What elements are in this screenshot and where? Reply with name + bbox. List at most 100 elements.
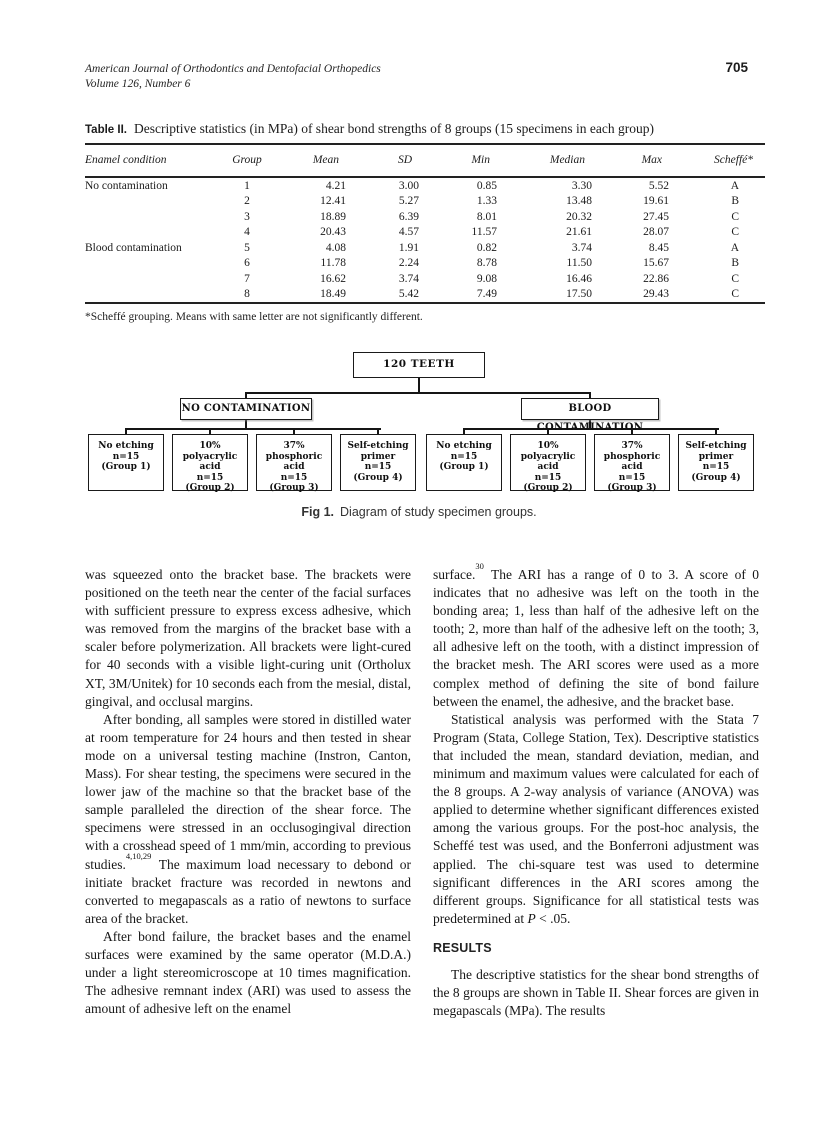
cell-scheffe: C: [731, 210, 739, 223]
diagram-box-line: 10% polyacrylic: [520, 441, 576, 462]
cell-scheffe: A: [730, 179, 739, 192]
cell-group: 4: [244, 226, 250, 239]
column-header: Median: [549, 154, 585, 166]
page-number: 705: [725, 60, 748, 75]
cell-min: 7.49: [476, 288, 497, 301]
diagram-box-line: No etching: [98, 441, 154, 451]
column-header: Min: [471, 154, 490, 166]
cell-mean: 4.08: [325, 241, 346, 254]
cell-condition: [85, 225, 203, 241]
connector-line: [209, 430, 211, 434]
diagram-group-box: 10% polyacrylic acid n=15 (Group 2): [510, 434, 586, 493]
cell-condition: No contamination: [85, 179, 168, 192]
cell-condition: [85, 194, 203, 210]
column-header: Enamel condition: [85, 154, 167, 166]
cell-scheffe: C: [731, 226, 739, 239]
cell-max: 15.67: [643, 257, 669, 270]
cell-min: 0.85: [476, 179, 497, 192]
diagram-box-line: primer: [360, 451, 396, 462]
table-caption-text: Descriptive statistics (in MPa) of shear…: [133, 121, 654, 136]
results-heading: RESULTS: [433, 940, 492, 955]
cell-scheffe: B: [731, 195, 739, 208]
cell-median: 11.50: [566, 257, 592, 270]
cell-group: 8: [244, 288, 250, 301]
cell-max: 5.52: [648, 179, 669, 192]
diagram-box-line: n=15: [534, 472, 562, 483]
body-paragraph: After bonding, all samples were stored i…: [85, 711, 411, 926]
diagram-box-line: n=15: [280, 472, 308, 483]
cell-condition: [85, 271, 203, 287]
diagram-group-box: Self-etching primer n=15 (Group 4): [340, 434, 416, 491]
table-row: 8 18.49 5.42 7.49 17.50 29.43 C: [85, 287, 765, 304]
right-column-bottom: The descriptive statistics for the shear…: [433, 966, 759, 1020]
diagram-box-line: acid: [199, 462, 221, 472]
cell-min: 8.01: [476, 210, 497, 223]
cell-max: 8.45: [648, 241, 669, 254]
cell-scheffe: C: [731, 272, 739, 285]
diagram-box-line: No etching: [436, 441, 492, 451]
diagram-box-line: Self-etching: [347, 441, 409, 451]
table-row: 7 16.62 3.74 9.08 16.46 22.86 C: [85, 271, 765, 287]
column-header: Scheffé*: [714, 154, 753, 166]
cell-scheffe: A: [730, 241, 739, 254]
connector-line: [377, 430, 379, 434]
cell-condition: [85, 256, 203, 272]
table-body: No contamination 1 4.21 3.00 0.85 3.30 5.52 A 2 1…: [85, 177, 765, 303]
body-column-left: was squeezed onto the bracket base. The …: [85, 566, 411, 1018]
diagram-box-line: n=15: [364, 462, 392, 472]
column-header: Mean: [312, 154, 339, 166]
cell-sd: 5.42: [398, 288, 419, 301]
connector-line: [245, 420, 247, 428]
cell-median: 17.50: [566, 288, 592, 301]
diagram-box-line: acid: [621, 462, 643, 472]
cell-condition: Blood contamination: [85, 241, 182, 254]
body-paragraph: was squeezed onto the bracket base. The …: [85, 567, 411, 709]
diagram-box-line: n=15: [450, 451, 478, 462]
figure-caption: Fig 1. Diagram of study specimen groups.: [0, 505, 838, 519]
table-row: No contamination 1 4.21 3.00 0.85 3.30 5.52 A: [85, 177, 765, 194]
diagram-group-box: 10% polyacrylic acid n=15 (Group 2): [172, 434, 248, 493]
cell-max: 19.61: [643, 195, 669, 208]
cell-sd: 6.39: [398, 210, 419, 223]
cell-condition: [85, 209, 203, 225]
cell-sd: 3.74: [398, 272, 419, 285]
cell-group: 5: [244, 241, 250, 254]
cell-mean: 11.78: [320, 257, 346, 270]
cell-group: 2: [244, 195, 250, 208]
column-header: SD: [397, 154, 412, 166]
column-header: Max: [641, 154, 662, 166]
figure-caption-text: Diagram of study specimen groups.: [340, 505, 537, 519]
connector-line: [547, 430, 549, 434]
table-row: 6 11.78 2.24 8.78 11.50 15.67 B: [85, 256, 765, 272]
cell-group: 7: [244, 272, 250, 285]
cell-median: 3.30: [571, 179, 592, 192]
diagram-group-box: 37% phosphoric acid n=15 (Group 3): [256, 434, 332, 493]
right-column-top: surface.30 The ARI has a range of 0 to 3…: [433, 562, 759, 928]
cell-median: 13.48: [566, 195, 592, 208]
diagram-group-box: No etching n=15 (Group 1): [88, 434, 164, 491]
diagram-box-line: primer: [698, 451, 734, 462]
cell-min: 11.57: [471, 226, 497, 239]
diagram-root-box: 120 TEETH: [353, 352, 485, 378]
connector-line: [715, 430, 717, 434]
diagram-branch-blood-contamination: BLOOD CONTAMINATION: [521, 398, 659, 433]
cell-max: 29.43: [643, 288, 669, 301]
cell-mean: 4.21: [325, 179, 346, 192]
cell-max: 28.07: [643, 226, 669, 239]
journal-title: American Journal of Orthodontics and Den…: [85, 63, 381, 75]
cell-mean: 18.49: [320, 288, 346, 301]
cell-sd: 4.57: [398, 226, 419, 239]
connector-line: [463, 430, 465, 434]
cell-mean: 20.43: [320, 226, 346, 239]
table-row: 3 18.89 6.39 8.01 20.32 27.45 C: [85, 209, 765, 225]
diagram-box-line: 37% phosphoric: [265, 441, 323, 462]
journal-issue: Volume 126, Number 6: [85, 77, 191, 90]
connector-line: [125, 430, 127, 434]
table-header-row: Enamel condition Group Mean SD Min Median Max S…: [85, 144, 765, 177]
cell-mean: 18.89: [320, 210, 346, 223]
cell-sd: 5.27: [398, 195, 419, 208]
cell-median: 3.74: [571, 241, 592, 254]
connector-line: [418, 378, 420, 392]
diagram-group-box: 37% phosphoric acid n=15 (Group 3): [594, 434, 670, 493]
